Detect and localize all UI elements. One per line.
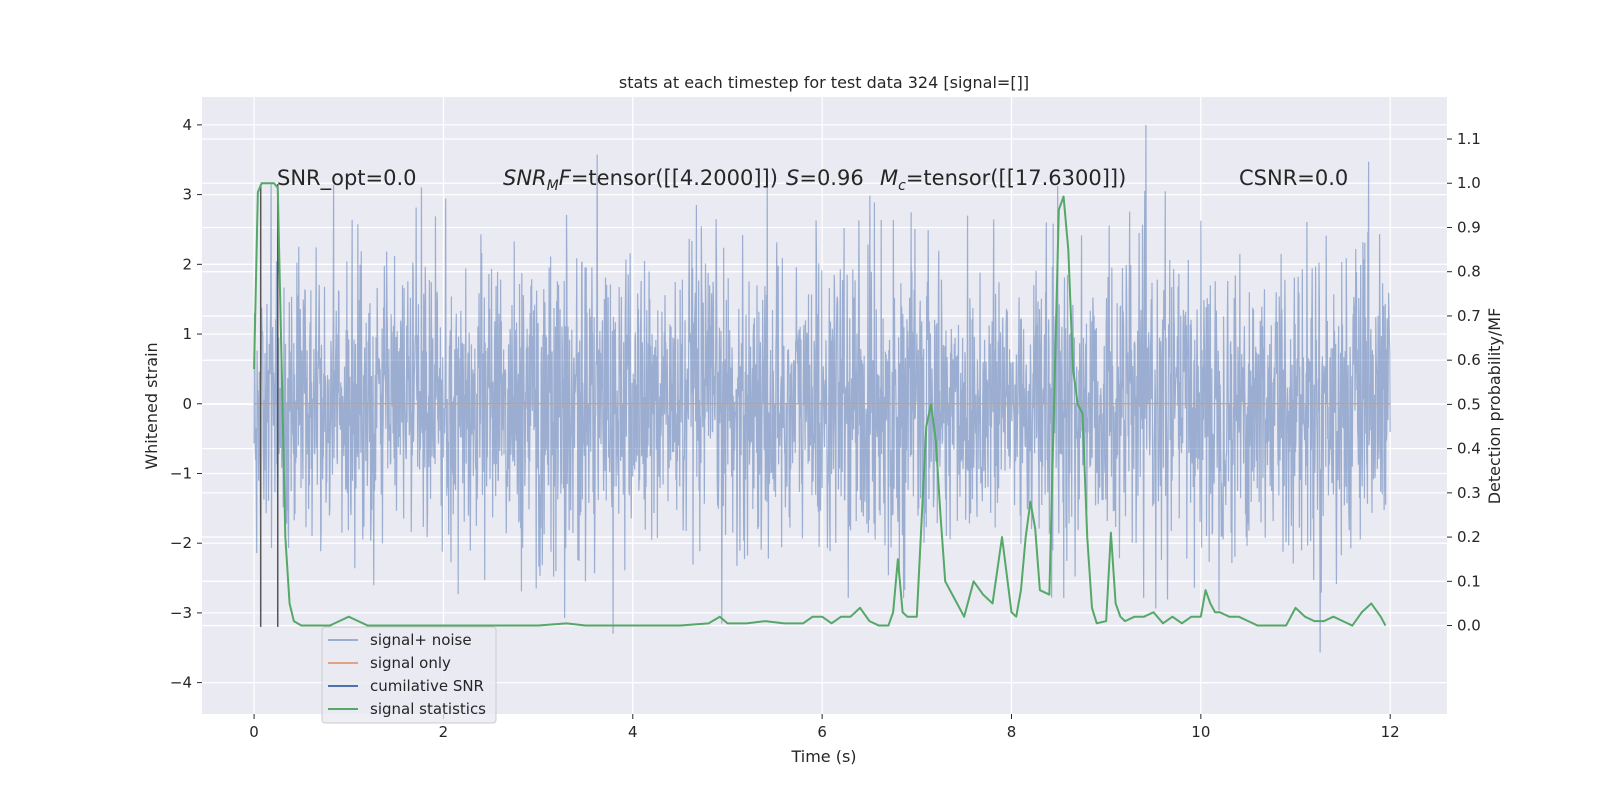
y-right-tick-label-1: 0.1 [1457, 572, 1481, 590]
chart-title: stats at each timestep for test data 324… [619, 73, 1029, 92]
event-marker-lines [259, 184, 279, 627]
y-right-axis-label: Detection probability/MF [1485, 308, 1504, 505]
snr-mf-sub: M [547, 178, 559, 194]
legend-box [321, 626, 497, 724]
y-right-tick-label-5: 0.5 [1457, 395, 1481, 413]
y-tick-label-0: −4 [170, 674, 192, 692]
series-signal-statistics [253, 182, 1387, 627]
mc-number: =tensor([[17.6300]]) [906, 166, 1126, 190]
y-tick-label-4: 0 [182, 395, 192, 413]
x-tick-label-6: 12 [1381, 723, 1400, 741]
data-series [253, 124, 1391, 653]
x-tick-label-2: 4 [628, 723, 638, 741]
x-tick-label-5: 10 [1191, 723, 1210, 741]
s-number: =0.96 [799, 166, 863, 190]
y-tick-label-6: 2 [182, 255, 192, 273]
x-axis-label: Time (s) [790, 747, 856, 766]
y-tick-label-2: −2 [170, 534, 192, 552]
annotation-snr-opt: SNR_opt=0.0 [277, 166, 417, 191]
x-tick-label-1: 2 [439, 723, 449, 741]
legend-entry-signal-noise: signal+ noise [328, 631, 472, 649]
mc-base: M [880, 166, 898, 190]
series-signal-noise [253, 124, 1391, 653]
y-tick-label-8: 4 [182, 116, 192, 134]
axis-ticks: 0 2 4 6 8 10 12−4−3−2−1012340.00.10.20.30.40.5… [170, 116, 1481, 741]
y-tick-label-7: 3 [182, 186, 192, 204]
y-right-tick-label-4: 0.4 [1457, 440, 1481, 458]
y-right-tick-label-0: 0.0 [1457, 617, 1481, 635]
legend-label-signal-statistics: signal statistics [370, 700, 486, 718]
x-tick-label-3: 6 [817, 723, 827, 741]
legend-label-signal-only: signal only [370, 654, 451, 672]
x-tick-label-0: 0 [249, 723, 259, 741]
y-right-tick-label-2: 0.2 [1457, 528, 1481, 546]
annotation-csnr: CSNR=0.0 [1239, 166, 1348, 190]
y-axis-label: Whitened strain [142, 342, 161, 469]
snr-mf-letter: F [559, 166, 572, 190]
y-tick-label-5: 1 [182, 325, 192, 343]
annotations: SNR_opt=0.0 SNRMF=tensor([[4.2000]]) S=0… [277, 166, 1348, 194]
y-right-tick-label-7: 0.7 [1457, 307, 1481, 325]
annotation-mc-value: Mc=tensor([[17.6300]]) [880, 166, 1126, 194]
legend-entry-cumilative-snr: cumilative SNR [328, 677, 484, 695]
annotation-snr-mf: SNRMF=tensor([[4.2000]]) [503, 166, 778, 194]
y-right-tick-label-8: 0.8 [1457, 263, 1481, 281]
annotation-s-value: S=0.96 [786, 166, 864, 190]
snr-mf-base: SNR [503, 166, 547, 190]
y-right-tick-label-10: 1.0 [1457, 174, 1481, 192]
legend-label-signal-noise: signal+ noise [370, 631, 472, 649]
y-tick-label-3: −1 [170, 464, 192, 482]
snr-mf-value: =tensor([[4.2000]]) [571, 166, 778, 190]
y-tick-label-1: −3 [170, 604, 192, 622]
legend-label-cumilative-snr: cumilative SNR [370, 677, 484, 695]
x-tick-label-4: 8 [1007, 723, 1017, 741]
y-right-tick-label-6: 0.6 [1457, 351, 1481, 369]
legend-entry-signal-only: signal only [328, 654, 451, 672]
y-right-tick-label-11: 1.1 [1457, 130, 1481, 148]
y-right-tick-label-9: 0.9 [1457, 218, 1481, 236]
legend: signal+ noise signal only cumilative SNR… [321, 626, 497, 724]
s-letter: S [786, 166, 799, 190]
mc-sub: c [898, 178, 906, 194]
legend-entry-signal-statistics: signal statistics [328, 700, 486, 718]
y-right-tick-label-3: 0.3 [1457, 484, 1481, 502]
